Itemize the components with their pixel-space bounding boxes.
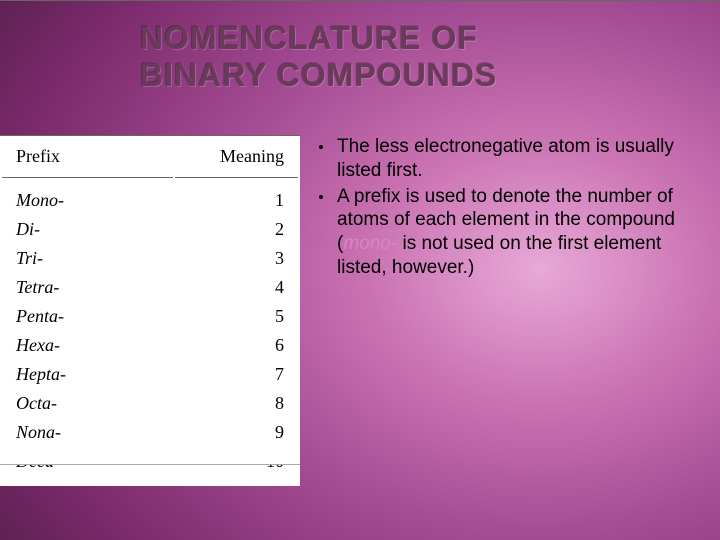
slide: NOMENCLATURE OF BINARY COMPOUNDS Prefix … <box>0 0 720 540</box>
cell-meaning: 2 <box>175 216 298 243</box>
bullet-text: The less electronegative atom is usually… <box>337 136 674 181</box>
table-row: Octa-8 <box>2 390 298 417</box>
cell-prefix: Hepta- <box>2 361 173 388</box>
bullet-list: The less electronegative atom is usually… <box>315 135 695 282</box>
cell-meaning: 8 <box>175 390 298 417</box>
cell-meaning: 5 <box>175 303 298 330</box>
cell-meaning: 6 <box>175 332 298 359</box>
table-row: Penta-5 <box>2 303 298 330</box>
cell-prefix: Mono- <box>2 180 173 214</box>
cell-prefix: Hexa- <box>2 332 173 359</box>
table-row: Hepta-7 <box>2 361 298 388</box>
cell-meaning: 4 <box>175 274 298 301</box>
mono-emphasis: mono- <box>343 233 397 254</box>
slide-title: NOMENCLATURE OF BINARY COMPOUNDS <box>140 20 497 94</box>
title-line-1: NOMENCLATURE OF <box>140 20 478 56</box>
cell-meaning: 1 <box>175 180 298 214</box>
cell-prefix: Penta- <box>2 303 173 330</box>
header-prefix: Prefix <box>2 138 173 178</box>
cell-prefix: Tetra- <box>2 274 173 301</box>
table-row: Mono-1 <box>2 180 298 214</box>
table-row: Hexa-6 <box>2 332 298 359</box>
table-row: Nona-9 <box>2 419 298 446</box>
cell-prefix: Di- <box>2 216 173 243</box>
prefix-table: Prefix Meaning Mono-1 Di-2 Tri-3 Tetra-4… <box>0 135 300 486</box>
cell-prefix: Tri- <box>2 245 173 272</box>
cell-prefix: Octa- <box>2 390 173 417</box>
table-caption-strip <box>0 445 300 465</box>
table-row: Tetra-4 <box>2 274 298 301</box>
cell-meaning: 3 <box>175 245 298 272</box>
cell-prefix: Nona- <box>2 419 173 446</box>
table-header-row: Prefix Meaning <box>2 138 298 178</box>
title-line-2: BINARY COMPOUNDS <box>140 57 497 93</box>
prefix-table-container: Prefix Meaning Mono-1 Di-2 Tri-3 Tetra-4… <box>0 0 720 1</box>
table-row: Tri-3 <box>2 245 298 272</box>
bullet-item-1: The less electronegative atom is usually… <box>315 135 695 183</box>
bullet-item-2: A prefix is used to denote the number of… <box>315 185 695 280</box>
header-meaning: Meaning <box>175 138 298 178</box>
table-row: Di-2 <box>2 216 298 243</box>
cell-meaning: 9 <box>175 419 298 446</box>
cell-meaning: 7 <box>175 361 298 388</box>
